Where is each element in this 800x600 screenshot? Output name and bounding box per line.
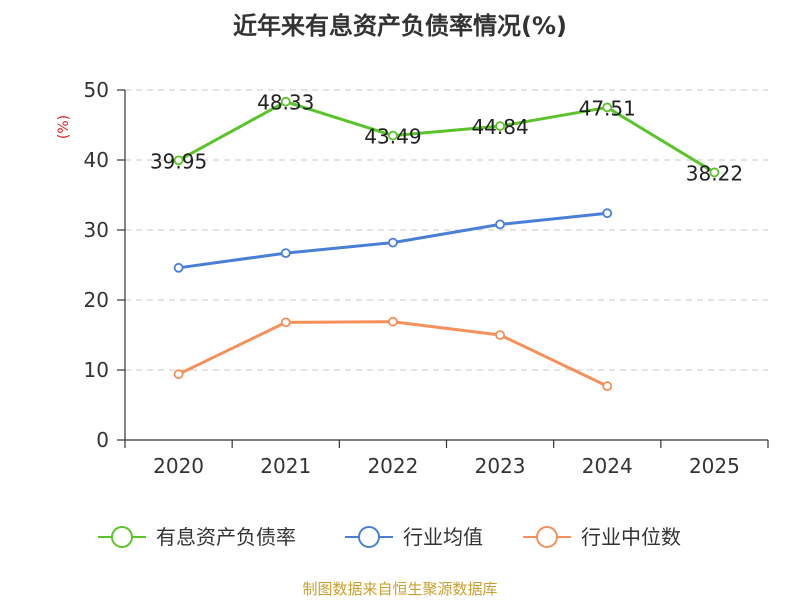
chart-title: 近年来有息资产负债率情况(%) <box>233 12 567 40</box>
series-2-point-2022 <box>388 316 398 327</box>
series-1-point-2020 <box>173 262 184 273</box>
legend-label-1: 行业均值 <box>403 525 483 549</box>
data-label-2024: 47.51 <box>579 96 636 120</box>
data-labels: 39.95 48.33 43.49 44.84 47.51 38.22 <box>150 91 743 186</box>
series-line-0 <box>177 100 716 174</box>
series-1-point-2024 <box>602 208 613 219</box>
series-lines <box>173 96 720 392</box>
y-tick-label-10: 10 <box>84 358 109 382</box>
series-line-2 <box>177 320 608 388</box>
legend-label-2: 行业中位数 <box>581 525 681 549</box>
grid-lines <box>125 89 768 371</box>
x-tick-label-2022: 2022 <box>367 454 418 478</box>
series-0-point-2024 <box>602 102 613 113</box>
series-2-point-2023 <box>495 330 505 340</box>
series-2-point-2024 <box>602 381 613 392</box>
x-tick-label-2021: 2021 <box>260 454 311 478</box>
x-tick-label-2023: 2023 <box>475 454 526 478</box>
data-label-2021: 48.33 <box>257 91 314 115</box>
legend: 有息资产负债率 行业均值 行业中位数 <box>98 525 681 549</box>
series-2-point-2021 <box>280 317 291 328</box>
series-1-point-2021 <box>280 248 291 259</box>
series-0-point-2023 <box>495 121 505 132</box>
series-0-point-2020 <box>173 155 184 166</box>
y-tick-label-0: 0 <box>96 428 109 452</box>
series-1-point-2023 <box>495 219 505 230</box>
y-tick-label-40: 40 <box>84 148 109 172</box>
legend-marker-1 <box>358 526 380 548</box>
series-0-point-2025 <box>709 167 720 178</box>
y-tick-label-30: 30 <box>84 218 109 242</box>
data-label-2025: 38.22 <box>686 161 743 185</box>
x-tick-label-2020: 2020 <box>153 454 204 478</box>
y-axis-unit-label: (%) <box>56 115 72 139</box>
legend-marker-0 <box>111 526 133 548</box>
y-tick-label-20: 20 <box>84 288 109 312</box>
y-tick-label-50: 50 <box>84 78 109 102</box>
data-label-2022: 43.49 <box>364 125 421 149</box>
data-label-2020: 39.95 <box>150 149 207 173</box>
legend-label-0: 有息资产负债率 <box>156 525 296 549</box>
series-0-point-2021 <box>280 96 291 107</box>
legend-marker-2 <box>536 526 558 548</box>
series-1-point-2022 <box>388 237 398 248</box>
source-note: 制图数据来自恒生聚源数据库 <box>302 580 498 598</box>
series-0-point-2022 <box>388 130 398 141</box>
axes: 0 10 20 30 40 50 2020 2021 2022 2023 2024 2025 <box>84 78 769 478</box>
x-tick-label-2024: 2024 <box>582 454 633 478</box>
x-tick-label-2025: 2025 <box>689 454 740 478</box>
data-label-2023: 44.84 <box>471 115 528 139</box>
series-2-point-2020 <box>173 369 184 380</box>
